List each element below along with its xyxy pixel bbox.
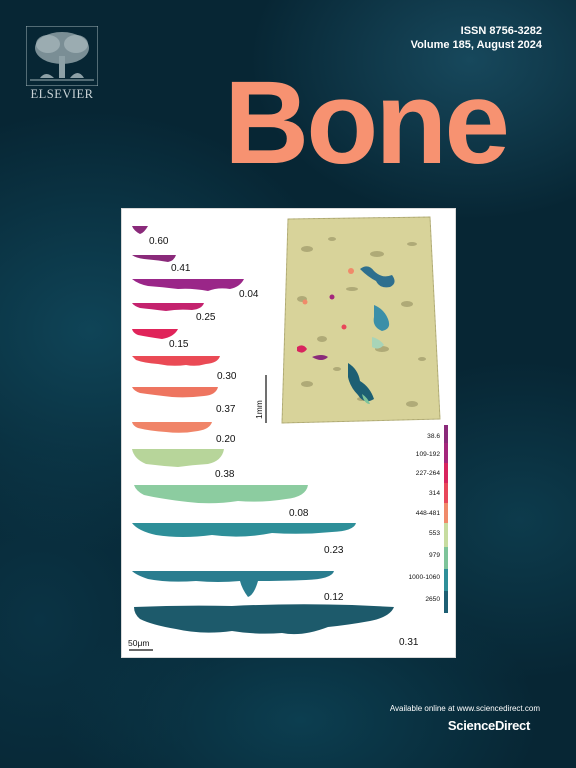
legend-label: 38.6 xyxy=(427,433,440,440)
event-profile-1 xyxy=(132,226,148,234)
legend-swatch xyxy=(444,547,448,569)
legend-label: 314 xyxy=(429,490,440,497)
event-profile-9 xyxy=(132,449,224,467)
elsevier-tree-icon xyxy=(26,26,98,86)
ratio-label: 0.37 xyxy=(216,404,236,415)
event-profile-12 xyxy=(132,571,334,597)
legend-label: 1000-1060 xyxy=(408,574,440,581)
legend-label: 109-192 xyxy=(416,451,441,458)
legend-swatch xyxy=(444,503,448,523)
legend-label: 227-264 xyxy=(416,470,441,477)
elsevier-logo: ELSEVIER xyxy=(26,26,98,102)
event-profile-10 xyxy=(134,485,308,504)
event-profile-11 xyxy=(132,523,356,537)
legend-swatch xyxy=(444,443,448,463)
legend-swatch xyxy=(444,523,448,547)
legend-swatch xyxy=(444,425,448,443)
issn-text: ISSN 8756-3282 xyxy=(460,25,542,37)
event-profile-6 xyxy=(132,356,220,366)
legend-swatch xyxy=(444,483,448,503)
cover-figure: 1mm 0.60 0.41 0.04 0.25 0.15 0.30 0.37 xyxy=(121,208,456,658)
journal-title: Bone xyxy=(224,57,510,189)
ratio-label: 0.15 xyxy=(169,339,189,350)
bone-specimen-image xyxy=(281,216,441,424)
ratio-label: 0.31 xyxy=(399,637,419,648)
legend-label: 553 xyxy=(429,530,440,537)
ratio-label: 0.60 xyxy=(149,236,169,247)
legend-swatch xyxy=(444,463,448,483)
ratio-label: 0.23 xyxy=(324,545,344,556)
color-legend: 38.6 109-192 227-264 314 448-481 553 979… xyxy=(408,425,448,613)
legend-swatch xyxy=(444,569,448,591)
publisher-name: ELSEVIER xyxy=(30,87,94,101)
ratio-label: 0.25 xyxy=(196,312,216,323)
legend-swatch xyxy=(444,591,448,613)
cover-figure-svg: 1mm 0.60 0.41 0.04 0.25 0.15 0.30 0.37 xyxy=(128,216,448,651)
scale-label-main: 1mm xyxy=(254,400,264,419)
legend-label: 2650 xyxy=(425,596,440,603)
event-profiles xyxy=(132,226,394,635)
event-profile-5 xyxy=(132,329,178,339)
legend-label: 448-481 xyxy=(416,510,441,517)
event-profile-7 xyxy=(132,387,218,398)
legend-label: 979 xyxy=(429,552,440,559)
event-profile-4 xyxy=(132,303,204,311)
ratio-label: 0.38 xyxy=(215,469,235,480)
ratio-label: 0.20 xyxy=(216,434,236,445)
event-profile-13 xyxy=(134,604,394,635)
ratio-label: 0.41 xyxy=(171,263,191,274)
ratio-label: 0.12 xyxy=(324,592,344,603)
scale-label-detail: 50μm xyxy=(128,638,149,648)
available-online-text: Available online at www.sciencedirect.co… xyxy=(389,704,540,713)
ratio-labels: 0.60 0.41 0.04 0.25 0.15 0.30 0.37 0.20 … xyxy=(149,236,419,648)
volume-text: Volume 185, August 2024 xyxy=(410,39,542,51)
ratio-label: 0.04 xyxy=(239,289,259,300)
event-profile-2 xyxy=(132,255,176,262)
journal-info: ISSN 8756-3282 Volume 185, August 2024 xyxy=(411,24,542,52)
ratio-label: 0.08 xyxy=(289,508,309,519)
sciencedirect-logo: ScienceDirect xyxy=(447,718,530,733)
ratio-label: 0.30 xyxy=(217,371,237,382)
event-profile-8 xyxy=(132,422,212,433)
event-profile-3 xyxy=(132,279,244,291)
